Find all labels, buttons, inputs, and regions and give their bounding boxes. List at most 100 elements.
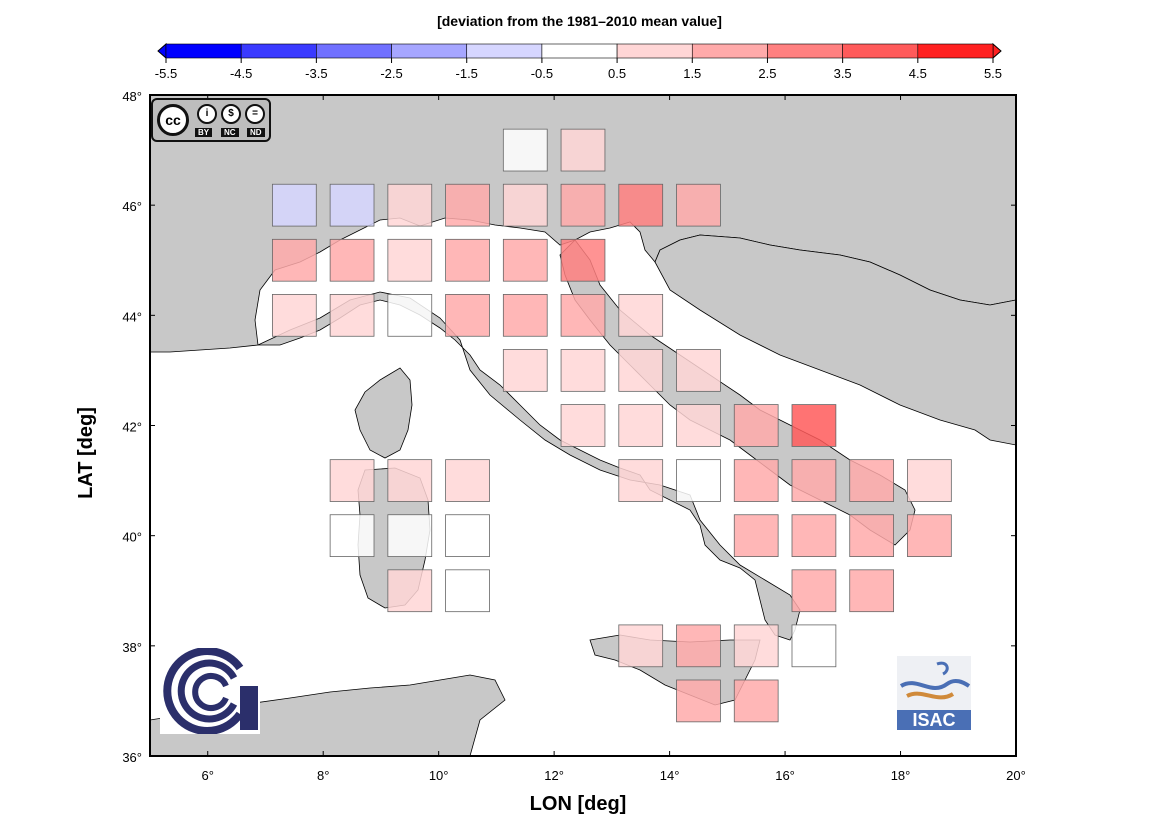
colorbar-tick-label: 2.5 xyxy=(758,66,776,81)
grid-cell xyxy=(733,679,779,723)
grid-cell xyxy=(560,128,606,172)
colorbar-tick-label: -4.5 xyxy=(230,66,252,81)
grid-cell xyxy=(387,514,433,557)
grid-cell xyxy=(502,183,548,227)
y-tick-label: 36° xyxy=(122,750,142,765)
grid-cell xyxy=(502,238,548,282)
grid-cell xyxy=(733,624,779,668)
colorbar-tick-label: -0.5 xyxy=(531,66,553,81)
grid-cell xyxy=(849,459,895,502)
grid-cell xyxy=(907,459,952,502)
x-axis: 6° 8° 10° 12° 14° 16° 18° 20° xyxy=(202,95,1026,783)
x-tick-label: 10° xyxy=(429,768,449,783)
grid-cell xyxy=(791,514,837,557)
grid-cell xyxy=(618,624,664,668)
grid-cell xyxy=(502,349,548,392)
isac-waves-icon xyxy=(899,661,971,700)
grid-cell xyxy=(329,238,375,282)
cc-circle-icon: cc xyxy=(157,104,189,136)
grid-cell xyxy=(618,459,664,502)
colorbar-tick-label: -5.5 xyxy=(155,66,177,81)
grid-cell xyxy=(502,294,548,337)
grid-cell xyxy=(791,459,837,502)
colorbar: -5.5 -4.5 -3.5 -2.5 -1.5 -0.5 0.5 1.5 2.5 3.5 4.5 5… xyxy=(155,42,1002,81)
grid-cell xyxy=(676,349,721,392)
grid-cell xyxy=(271,294,317,337)
grid-cell xyxy=(387,569,433,613)
y-tick-label: 46° xyxy=(122,199,142,214)
grid-cell xyxy=(271,183,317,227)
x-tick-label: 18° xyxy=(891,768,911,783)
grid-cell xyxy=(791,624,837,668)
colorbar-tick-label: 0.5 xyxy=(608,66,626,81)
grid-cell xyxy=(387,459,433,502)
x-tick-label: 12° xyxy=(544,768,564,783)
grid-cell xyxy=(502,128,548,172)
grid-cell xyxy=(387,183,433,227)
colorbar-tick-label: 1.5 xyxy=(683,66,701,81)
y-axis: 36° 38° 40° 42° 44° 46° 48° xyxy=(122,89,1016,765)
grid-cell xyxy=(676,679,721,723)
by-label: BY xyxy=(195,128,213,137)
y-tick-label: 44° xyxy=(122,309,142,324)
grid-cell xyxy=(445,514,490,557)
grid-cell xyxy=(329,183,375,227)
x-tick-label: 16° xyxy=(775,768,795,783)
x-tick-label: 20° xyxy=(1006,768,1026,783)
grid-cell xyxy=(849,514,895,557)
grid-cell xyxy=(445,569,490,613)
grid-cell xyxy=(560,238,606,282)
grid-cell xyxy=(329,514,375,557)
y-tick-label: 38° xyxy=(122,640,142,655)
grid-cell xyxy=(849,569,895,613)
colorbar-swatch xyxy=(917,43,994,59)
grid-cell xyxy=(445,459,490,502)
x-axis-title: LON [deg] xyxy=(530,793,627,815)
grid-cell xyxy=(676,404,721,447)
grid-cell xyxy=(271,238,317,282)
grid-cell xyxy=(445,238,490,282)
colorbar-tick-label: -2.5 xyxy=(380,66,402,81)
noncommercial-icon: $ xyxy=(221,104,241,124)
grid-cell xyxy=(387,294,433,337)
land-corsica xyxy=(354,367,413,459)
grid-cell xyxy=(387,238,433,282)
colorbar-title: [deviation from the 1981–2010 mean value… xyxy=(437,13,722,29)
x-tick-label: 14° xyxy=(660,768,680,783)
grid-cell xyxy=(676,183,721,227)
y-tick-label: 42° xyxy=(122,420,142,435)
isac-label: ISAC xyxy=(897,710,971,730)
cnr-logo-icon xyxy=(160,648,260,734)
isac-logo-icon: ISAC xyxy=(897,656,971,730)
y-axis-title: LAT [deg] xyxy=(75,407,97,499)
colorbar-tick-label: 3.5 xyxy=(834,66,852,81)
grid-cell xyxy=(907,514,952,557)
grid-cell xyxy=(560,349,606,392)
grid-cell xyxy=(676,624,721,668)
grid-cell xyxy=(791,569,837,613)
cc-by-nc-nd-icon: cc i $ = BY NC ND xyxy=(151,98,271,142)
grid-cell xyxy=(329,459,375,502)
colorbar-tick-label: 4.5 xyxy=(909,66,927,81)
x-tick-label: 6° xyxy=(202,768,214,783)
attribution-icon: i xyxy=(197,104,217,124)
colorbar-tick-label: -1.5 xyxy=(456,66,478,81)
noderivatives-icon: = xyxy=(245,104,265,124)
grid-cell xyxy=(676,459,721,502)
land-balkans xyxy=(654,234,1016,446)
y-tick-label: 40° xyxy=(122,530,142,545)
grid-cell xyxy=(445,294,490,337)
grid-cell xyxy=(733,459,779,502)
grid-cell xyxy=(329,294,375,337)
colorbar-tick-label: -3.5 xyxy=(305,66,327,81)
grid-cell xyxy=(560,294,606,337)
grid-cell xyxy=(560,404,606,447)
grid-cell xyxy=(733,404,779,447)
grid-cell xyxy=(560,183,606,227)
grid-cell xyxy=(618,294,664,337)
nd-label: ND xyxy=(247,128,265,137)
y-tick-label: 48° xyxy=(122,89,142,104)
grid-cell xyxy=(618,349,664,392)
grid-cell xyxy=(733,514,779,557)
